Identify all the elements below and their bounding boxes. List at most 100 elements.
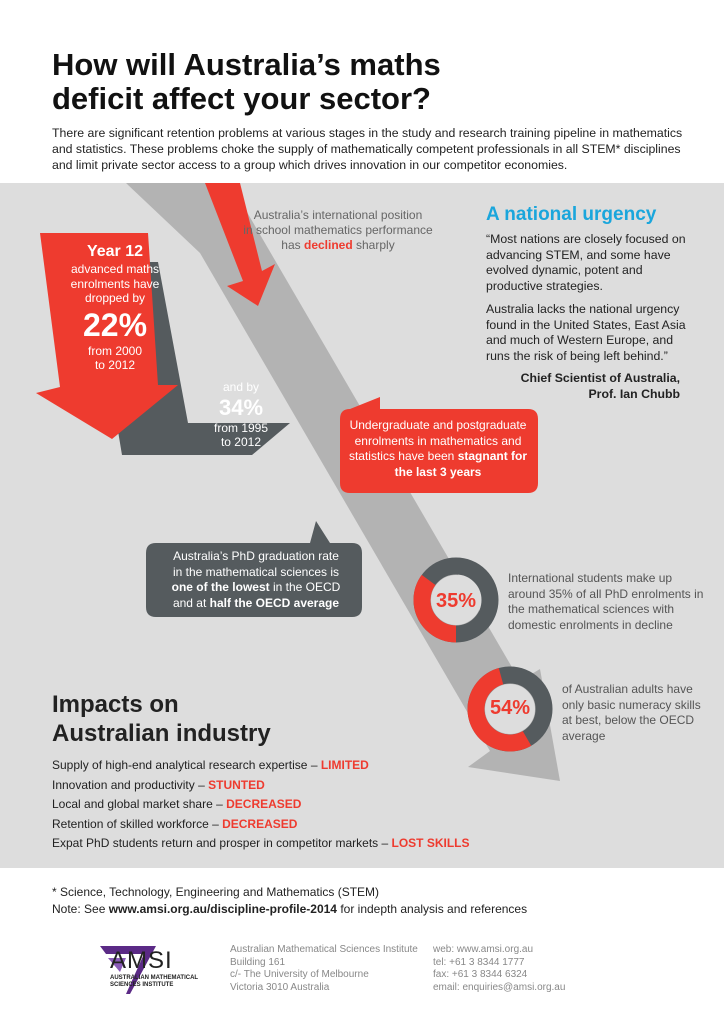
impact-item-status: DECREASED xyxy=(222,816,298,831)
urgency-quote-p1: “Most nations are closely focused on adv… xyxy=(486,232,686,293)
contact-email[interactable]: email: enquiries@amsi.org.au xyxy=(433,981,566,993)
ugpg-line-4: the last 3 years xyxy=(340,465,536,481)
contact-details: web: www.amsi.org.au tel: +61 3 8344 177… xyxy=(433,944,583,994)
impacts-heading: Impacts on Australian industry xyxy=(52,690,352,748)
impact-item-text: Local and global market share – xyxy=(52,797,227,811)
logo-subtitle-line-1: AUSTRALIAN MATHEMATICAL xyxy=(110,975,199,981)
enrolment-34-stat: and by 34% from 1995 to 2012 xyxy=(196,380,286,450)
intro-paragraph: There are significant retention problems… xyxy=(52,126,683,172)
impact-item-text: Innovation and productivity – xyxy=(52,777,209,792)
by34-line-2: from 1995 xyxy=(213,420,269,435)
ranking-line-1: Australia’s international position xyxy=(253,208,423,222)
ranking-decline-text: Australia’s international position in sc… xyxy=(218,208,458,253)
phd-line-3-post: in the OECD xyxy=(269,580,341,594)
by34-line-1: and by xyxy=(222,380,260,394)
donut-chart-54 xyxy=(467,666,553,752)
stem-footnote: * Science, Technology, Engineering and M… xyxy=(52,885,380,899)
ugpg-line-1: Undergraduate and postgraduate xyxy=(349,418,527,432)
logo-subtitle-line-2: SCIENCES INSTITUTE xyxy=(110,982,174,988)
phd-line-4-pre: and at xyxy=(172,595,210,610)
logo-mark-tail xyxy=(100,946,156,994)
urgency-quote-p2: Australia lacks the national urgency fou… xyxy=(486,302,686,363)
phd-speech-bubble xyxy=(146,521,362,617)
phd-line-1: Australia’s PhD graduation rate xyxy=(173,549,339,563)
infographic-panel xyxy=(0,183,724,868)
ugpg-line-3-pre: statistics have been xyxy=(348,449,458,463)
donut-54-center xyxy=(485,684,535,734)
reference-link[interactable]: www.amsi.org.au/discipline-profile-2014 xyxy=(108,902,337,916)
impact-item-status: STUNTED xyxy=(208,777,265,792)
donut-35-arc xyxy=(413,557,499,643)
ugpg-line-3-emphasis: stagnant for xyxy=(457,449,528,463)
page-title: How will Australia’s maths deficit affec… xyxy=(52,48,692,116)
donut-35-center xyxy=(431,575,481,625)
by34-line-3: to 2012 xyxy=(220,435,262,449)
address-line: Victoria 3010 Australia xyxy=(230,981,330,993)
urgency-quote: “Most nations are closely focused on adv… xyxy=(486,232,698,372)
phd-line-3-emphasis: one of the lowest xyxy=(171,580,270,594)
contact-web[interactable]: web: www.amsi.org.au xyxy=(433,944,534,955)
year12-decline-arrow xyxy=(36,233,178,439)
impact-item-status: LIMITED xyxy=(320,758,369,772)
ugpg-line-2: enrolments in mathematics and xyxy=(354,433,522,448)
impact-item: Expat PhD students return and prosper in… xyxy=(52,834,492,854)
ugpg-line-3: statistics have been stagnant for xyxy=(340,449,536,465)
ranking-line-3-post: sharply xyxy=(352,238,395,252)
phd-graduation-text: Australia’s PhD graduation rate in the m… xyxy=(150,549,362,611)
impact-item-text: Supply of high-end analytical research e… xyxy=(52,758,321,772)
title-line-2: deficit affect your sector? xyxy=(52,81,431,116)
donut-chart-35 xyxy=(413,557,499,643)
contact-phone: tel: +61 3 8344 1777 xyxy=(433,956,525,968)
year12-line-4: from 2000 xyxy=(87,343,143,358)
impacts-heading-line-1: Impacts on xyxy=(52,691,179,718)
adult-numeracy-text: of Australian adults have only basic num… xyxy=(562,682,701,743)
impact-item-status: DECREASED xyxy=(226,797,302,811)
by34-percent: 34% xyxy=(218,394,264,420)
infographic-shapes xyxy=(36,183,560,781)
amsi-logo-mark xyxy=(100,946,156,994)
logo-mark-accent xyxy=(108,958,126,972)
ugpg-line-4-emphasis: the last 3 years xyxy=(394,464,482,479)
impact-item-status: LOST SKILLS xyxy=(391,836,470,850)
year12-heading: Year 12 xyxy=(86,243,144,260)
ranking-decline-arrow xyxy=(205,183,275,306)
year12-line-5: to 2012 xyxy=(94,358,136,372)
urgency-heading: A national urgency xyxy=(486,204,657,225)
ranking-line-3: has declined sharply xyxy=(218,238,458,253)
amsi-logo-subtitle: AUSTRALIAN MATHEMATICAL SCIENCES INSTITU… xyxy=(110,975,200,989)
donut-35-label: 35% xyxy=(435,590,477,612)
year12-line-1: advanced maths xyxy=(70,262,160,276)
reference-note-post: for indepth analysis and references xyxy=(336,902,528,916)
title-line-1: How will Australia’s maths xyxy=(52,47,441,82)
attribution-role: Chief Scientist of Australia, xyxy=(520,371,680,385)
reference-note-pre: Note: See xyxy=(52,902,109,916)
footnote: * Science, Technology, Engineering and M… xyxy=(52,884,692,918)
address-line: Building 161 xyxy=(230,956,286,968)
impact-item: Innovation and productivity – STUNTED xyxy=(52,776,492,796)
address-line: c/- The University of Melbourne xyxy=(230,969,369,980)
stagnant-enrolments-text: Undergraduate and postgraduate enrolment… xyxy=(340,418,536,480)
phd-line-4: and at half the OECD average xyxy=(150,596,362,612)
phd-line-3: one of the lowest in the OECD xyxy=(150,580,362,596)
impact-item-text: Expat PhD students return and prosper in… xyxy=(52,836,392,850)
stagnant-speech-bubble xyxy=(340,397,538,493)
impact-item: Supply of high-end analytical research e… xyxy=(52,756,492,776)
impact-item: Local and global market share – DECREASE… xyxy=(52,795,492,815)
ranking-line-2: in school mathematics performance xyxy=(243,223,433,237)
year12-line-3: dropped by xyxy=(84,291,146,305)
year12-line-2: enrolments have xyxy=(70,276,160,291)
impact-item-text: Retention of skilled workforce – xyxy=(52,816,223,831)
donut-54-label: 54% xyxy=(489,697,531,719)
contact-fax: fax: +61 3 8344 6324 xyxy=(433,969,528,980)
donut-54-arc xyxy=(467,666,553,752)
impacts-heading-line-2: Australian industry xyxy=(52,720,271,747)
impacts-list: Supply of high-end analytical research e… xyxy=(52,756,492,854)
impact-item: Retention of skilled workforce – DECREAS… xyxy=(52,815,492,835)
reference-note: Note: See www.amsi.org.au/discipline-pro… xyxy=(52,901,692,918)
attribution-name: Prof. Ian Chubb xyxy=(588,387,680,401)
year12-stat: Year 12 advanced maths enrolments have d… xyxy=(50,242,180,373)
amsi-logo-wordmark: AMSI xyxy=(110,947,173,974)
international-students-text: International students make up around 35… xyxy=(508,571,704,632)
address-line: Australian Mathematical Sciences Institu… xyxy=(230,944,418,955)
phd-line-2: in the mathematical sciences is xyxy=(172,564,340,579)
